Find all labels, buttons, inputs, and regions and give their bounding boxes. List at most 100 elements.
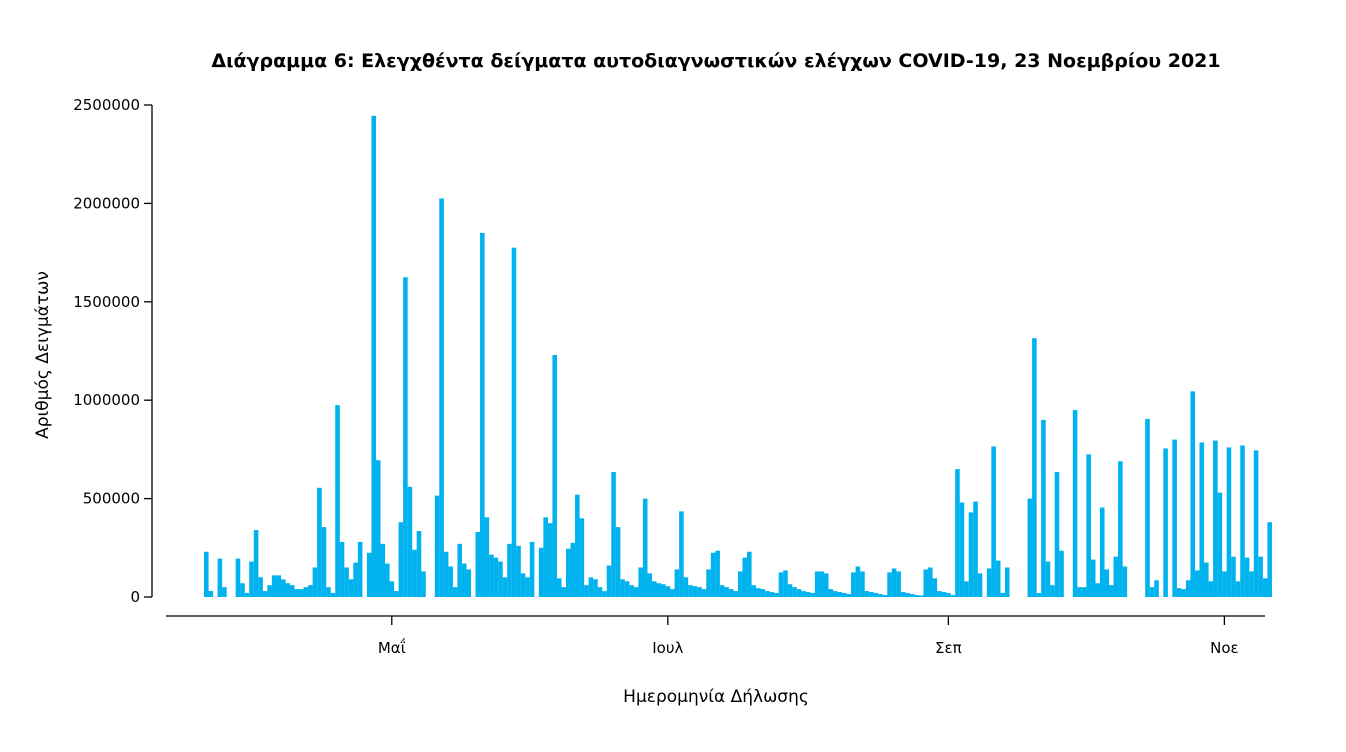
y-tick-label: 1000000 [73,391,140,409]
bar [244,593,250,597]
bar [819,571,824,597]
bar [439,198,444,598]
y-tick-label: 2500000 [73,96,140,114]
bar [968,512,974,597]
bar [905,593,910,597]
bar [837,592,843,597]
bar [1235,581,1241,597]
bar [679,511,684,597]
bar [1163,448,1168,597]
bar [556,578,562,597]
bar [416,531,422,597]
bar [1154,580,1159,597]
bar [280,579,286,597]
bars [204,115,1272,598]
bar [566,548,571,597]
bar [1090,559,1096,597]
bar [303,587,309,597]
bar [249,561,254,597]
bar [529,541,535,597]
bar [810,593,815,597]
bar [321,527,327,597]
bar [253,530,259,597]
bar [357,541,363,597]
bar [697,587,702,597]
bar [353,562,358,597]
bar [674,569,680,597]
bar [606,565,612,597]
bar [1222,571,1227,597]
bar [950,595,956,597]
bar [1081,587,1087,597]
x-tick-label: Σεπ [935,639,962,657]
bar [955,469,960,597]
bar [575,494,580,597]
bar [973,501,978,597]
bar [240,583,245,597]
bar [461,563,467,597]
bar [1113,556,1119,597]
bar [737,571,743,597]
bar [457,543,462,597]
bar [796,589,802,597]
bar [873,593,879,597]
bar [1199,442,1205,597]
bar [923,569,929,597]
bar [1041,419,1046,597]
bar [941,592,947,597]
bar [882,595,888,597]
x-tick-label: Μαΐ [378,637,406,657]
bar [543,517,548,597]
bar [1004,567,1010,597]
bar [842,593,847,597]
bar [991,446,996,597]
x-tick-label: Νοε [1210,639,1239,657]
bar [995,560,1001,597]
bar [330,593,336,597]
bar [1213,440,1218,597]
bar [412,549,417,597]
bar [1099,507,1105,597]
bar [719,585,725,597]
bar [312,567,318,597]
bar [466,569,472,597]
x-tick-label: Ιουλ [652,639,683,657]
bar [946,593,951,597]
bar [683,577,689,597]
bar [579,518,585,597]
y-tick-label: 500000 [83,490,140,508]
bar [570,542,576,597]
bar [475,532,481,597]
bar [937,591,942,597]
bar [651,581,657,597]
bar [760,589,766,597]
bar [638,567,643,597]
bar [615,527,621,597]
bar [1204,562,1209,597]
bar [932,578,938,597]
bar [371,115,377,597]
bar [765,591,770,597]
bar [507,543,512,597]
bar [633,587,639,597]
bar [828,589,834,597]
bar [959,502,965,597]
bar [1244,557,1250,597]
bar [1118,461,1123,597]
bar [308,585,313,597]
bar [520,573,526,597]
bar [1145,418,1150,597]
bar [647,573,653,597]
y-axis: 0 500000 1000000 1500000 2000000 2500000 [73,96,153,606]
bar [629,585,634,597]
bar [1176,588,1182,597]
bar [1104,569,1110,597]
bar [851,572,856,597]
bar [620,579,625,597]
bar [1249,571,1254,597]
bar [204,551,209,597]
bar [909,594,915,597]
bar [561,587,567,597]
bar [1077,587,1082,597]
